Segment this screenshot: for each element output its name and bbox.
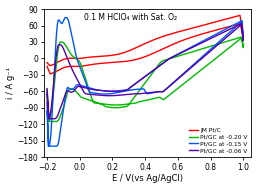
Pt/GC at -0.15 V bbox=[45, 110, 49, 112]
Text: 0.1 M HClO₄ with Sat. O₂: 0.1 M HClO₄ with Sat. O₂ bbox=[85, 13, 178, 22]
Y-axis label: i / A g⁻¹: i / A g⁻¹ bbox=[6, 67, 15, 99]
Pt/GC at -0.15 V bbox=[98, 93, 101, 95]
Pt/GC at -0.15 V bbox=[65, 16, 68, 19]
JM Pt/C bbox=[112, 61, 115, 64]
Line: JM Pt/C: JM Pt/C bbox=[47, 15, 243, 74]
Pt/GC at -0.15 V bbox=[112, 92, 115, 94]
Legend: JM Pt/C, Pt/GC at -0.20 V, Pt/GC at -0.15 V, Pt/GC at -0.06 V: JM Pt/C, Pt/GC at -0.20 V, Pt/GC at -0.1… bbox=[188, 127, 249, 154]
Pt/GC at -0.15 V bbox=[223, 29, 226, 31]
X-axis label: E / V(vs Ag/AgCl): E / V(vs Ag/AgCl) bbox=[112, 174, 183, 184]
Pt/GC at -0.20 V bbox=[45, 94, 49, 96]
JM Pt/C bbox=[45, 62, 49, 64]
Line: Pt/GC at -0.15 V: Pt/GC at -0.15 V bbox=[47, 17, 243, 146]
Pt/GC at -0.20 V bbox=[216, 56, 219, 58]
JM Pt/C bbox=[231, 16, 234, 18]
Pt/GC at -0.06 V bbox=[98, 94, 101, 96]
JM Pt/C bbox=[98, 62, 101, 65]
Pt/GC at -0.06 V bbox=[240, 22, 243, 25]
Pt/GC at -0.15 V bbox=[47, 145, 50, 147]
Line: Pt/GC at -0.06 V: Pt/GC at -0.06 V bbox=[47, 24, 243, 119]
JM Pt/C bbox=[238, 14, 242, 16]
Pt/GC at -0.15 V bbox=[179, 75, 182, 78]
JM Pt/C bbox=[223, 18, 226, 21]
Pt/GC at -0.15 V bbox=[216, 42, 219, 44]
Pt/GC at -0.20 V bbox=[223, 41, 226, 43]
Pt/GC at -0.06 V bbox=[45, 88, 49, 90]
JM Pt/C bbox=[49, 73, 52, 75]
JM Pt/C bbox=[216, 29, 219, 31]
Pt/GC at -0.15 V bbox=[231, 24, 234, 26]
Pt/GC at -0.20 V bbox=[55, 120, 58, 123]
Pt/GC at -0.15 V bbox=[45, 101, 49, 103]
Pt/GC at -0.06 V bbox=[45, 92, 49, 95]
Pt/GC at -0.06 V bbox=[232, 26, 235, 29]
Pt/GC at -0.06 V bbox=[53, 118, 56, 120]
Pt/GC at -0.20 V bbox=[232, 38, 235, 41]
Pt/GC at -0.20 V bbox=[240, 36, 243, 38]
Line: Pt/GC at -0.20 V: Pt/GC at -0.20 V bbox=[47, 37, 243, 122]
Pt/GC at -0.06 V bbox=[223, 30, 226, 33]
Pt/GC at -0.20 V bbox=[45, 89, 49, 91]
Pt/GC at -0.20 V bbox=[178, 86, 181, 88]
Pt/GC at -0.06 V bbox=[178, 77, 181, 79]
Pt/GC at -0.20 V bbox=[98, 102, 101, 105]
JM Pt/C bbox=[178, 40, 181, 43]
JM Pt/C bbox=[45, 65, 49, 67]
Pt/GC at -0.20 V bbox=[112, 104, 115, 106]
Pt/GC at -0.06 V bbox=[112, 94, 115, 97]
Pt/GC at -0.06 V bbox=[216, 44, 219, 46]
